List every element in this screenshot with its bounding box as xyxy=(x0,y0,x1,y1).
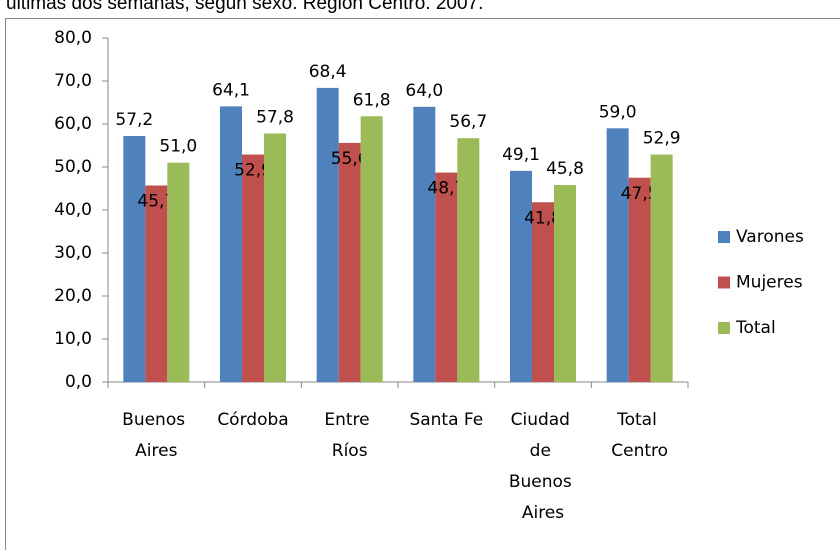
bar xyxy=(413,107,435,382)
bar xyxy=(554,185,576,382)
bar xyxy=(607,128,629,382)
legend-label: Total xyxy=(735,318,776,338)
y-tick-label: 0,0 xyxy=(65,372,92,392)
bar xyxy=(220,106,242,382)
y-tick-label: 40,0 xyxy=(54,200,92,220)
bar xyxy=(651,155,673,382)
bar xyxy=(242,155,264,382)
data-label: 51,0 xyxy=(159,137,197,157)
bar xyxy=(361,116,383,382)
data-label: 56,7 xyxy=(449,112,487,132)
chart-title: ultimas dos semanas, según sexo. Región … xyxy=(6,0,483,14)
bar xyxy=(264,133,286,382)
legend-swatch xyxy=(718,231,730,243)
y-tick-label: 10,0 xyxy=(54,329,92,349)
bar xyxy=(510,171,532,382)
legend-swatch xyxy=(718,277,730,289)
y-tick-label: 60,0 xyxy=(54,114,92,134)
data-label: 52,9 xyxy=(643,129,681,149)
data-label: 49,1 xyxy=(502,145,540,165)
bar xyxy=(145,185,167,382)
bar xyxy=(629,178,651,382)
data-label: 64,0 xyxy=(405,81,443,101)
bar xyxy=(532,202,554,382)
y-tick-label: 50,0 xyxy=(54,157,92,177)
bar xyxy=(123,136,145,382)
x-tick-label: Córdoba xyxy=(217,410,288,430)
y-tick-label: 30,0 xyxy=(54,243,92,263)
legend-label: Varones xyxy=(736,227,804,247)
legend-label: Mujeres xyxy=(736,273,803,293)
data-label: 59,0 xyxy=(599,102,637,122)
data-label: 68,4 xyxy=(309,62,347,82)
y-tick-label: 20,0 xyxy=(54,286,92,306)
data-label: 57,2 xyxy=(115,110,153,130)
data-label: 61,8 xyxy=(353,90,391,110)
x-tick-label: Santa Fe xyxy=(409,410,483,430)
bar xyxy=(317,88,339,382)
bar xyxy=(435,173,457,382)
y-tick-label: 70,0 xyxy=(54,71,92,91)
data-label: 45,8 xyxy=(546,159,584,179)
bar xyxy=(167,163,189,382)
legend-swatch xyxy=(718,322,730,334)
data-label: 64,1 xyxy=(212,80,250,100)
data-label: 57,8 xyxy=(256,107,294,127)
y-tick-label: 80,0 xyxy=(54,28,92,48)
bar xyxy=(339,143,361,382)
bar xyxy=(457,138,479,382)
